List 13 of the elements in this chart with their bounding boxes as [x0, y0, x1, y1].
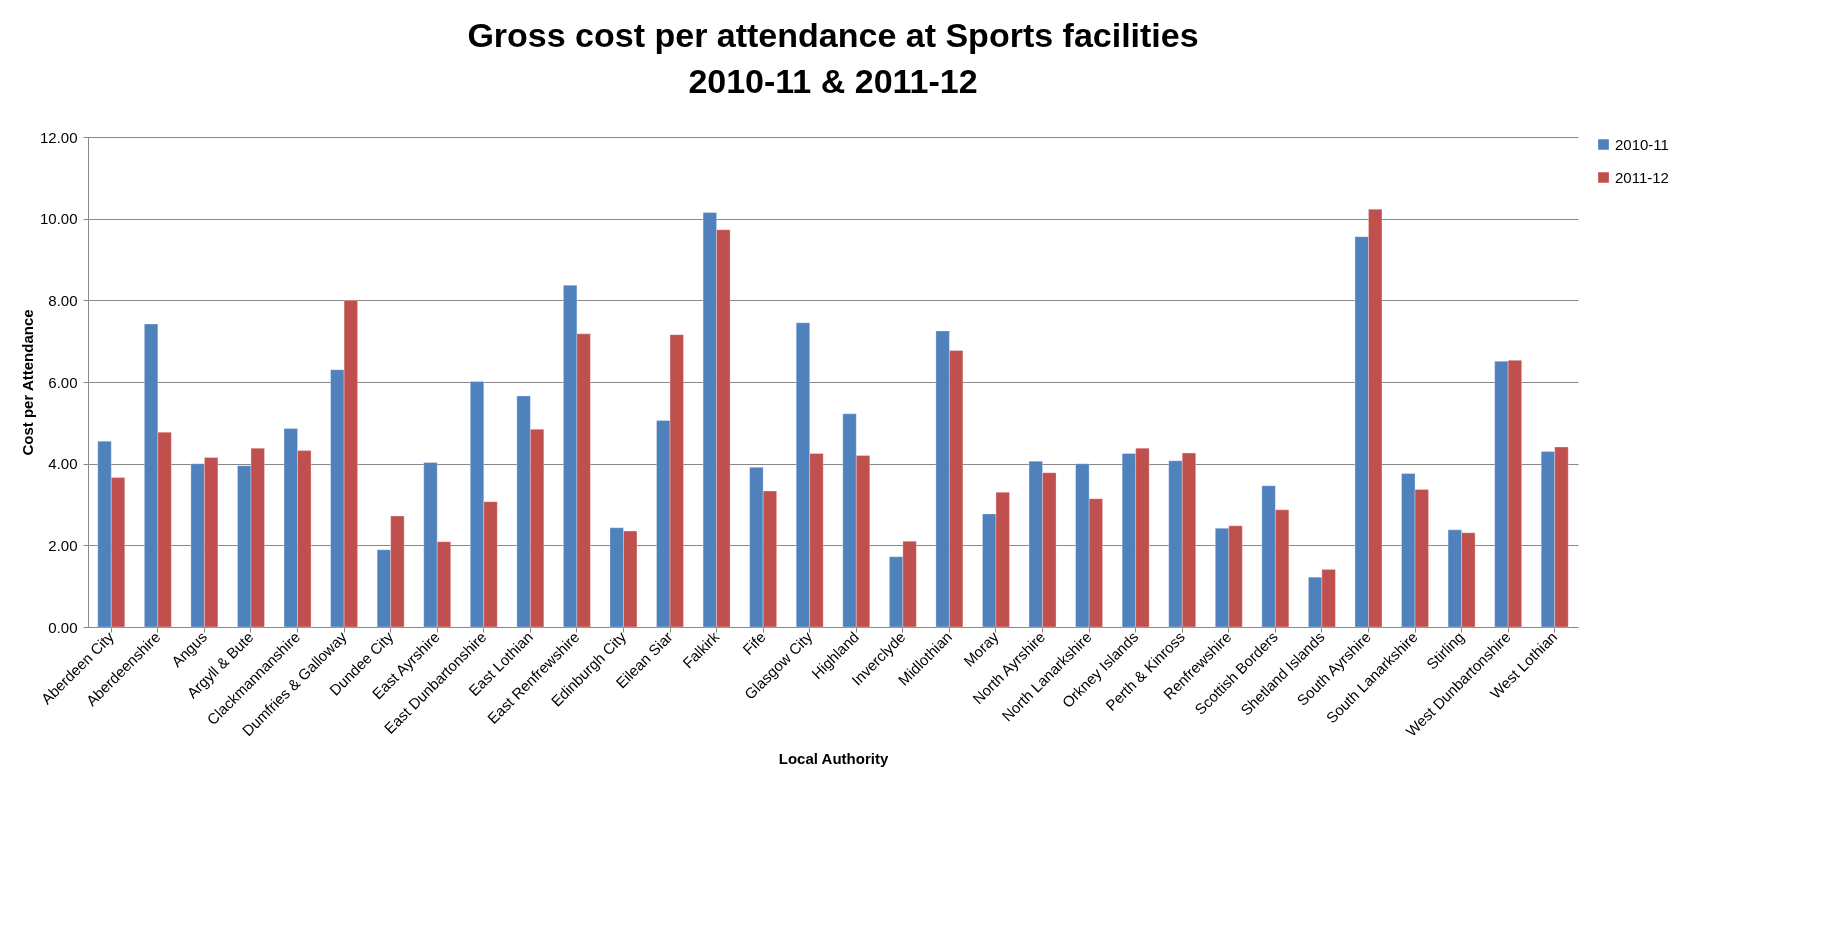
y-tick-label: 2.00 [48, 536, 78, 554]
x-tick-label: Fife [739, 628, 769, 658]
y-tick-label: 4.00 [48, 455, 78, 473]
x-axis-title: Local Authority [778, 749, 889, 767]
y-axis-title: Cost per Attendance [18, 309, 36, 456]
y-tick-label: 6.00 [48, 373, 78, 391]
legend-label: 2010-11 [1615, 135, 1669, 153]
legend-label: 2011-12 [1615, 168, 1669, 186]
y-tick-label: 8.00 [48, 291, 78, 309]
y-tick-label: 10.00 [39, 210, 78, 228]
y-tick-label: 0.00 [48, 618, 78, 636]
chart-title: Gross cost per attendance at Sports facilities 2010-11 & 2011-12 [467, 16, 1199, 100]
y-tick-label: 12.00 [39, 128, 78, 146]
